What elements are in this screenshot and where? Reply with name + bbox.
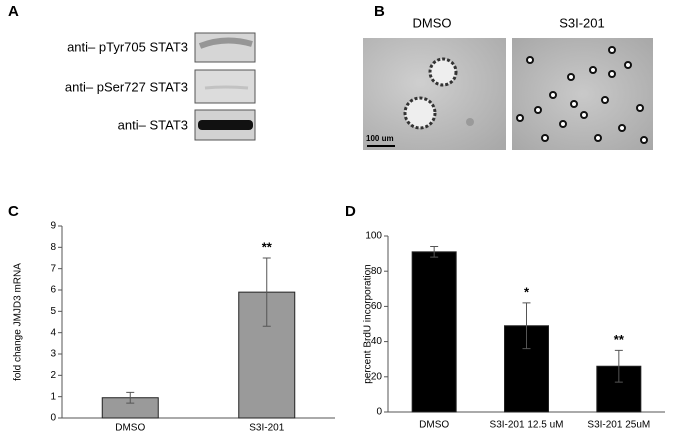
significance-label: ** [614,332,625,347]
y-axis-label: fold change JMJD3 mRNA [13,263,24,381]
panel-label: C [8,203,19,220]
blot-label: anti– STAT3 [118,117,188,132]
y-tick-label: 7 [50,263,56,274]
panel-label: B [374,3,385,20]
image-label: DMSO [413,15,452,30]
blot-label: anti– pSer727 STAT3 [65,79,188,94]
y-tick-label: 0 [376,407,382,418]
bar [411,251,457,413]
error-bar [522,302,531,350]
error-bar [430,246,439,258]
error-bar [614,349,623,383]
error-bar [126,391,135,404]
y-tick-label: 4 [50,327,56,338]
x-tick-label: DMSO [115,423,145,434]
x-tick-label: DMSO [419,420,449,431]
x-tick-label: S3I-201 12.5 uM [490,420,564,431]
y-tick-label: 100 [365,231,382,242]
panel-label: A [8,3,19,20]
y-tick-label: 5 [50,306,56,317]
y-tick-label: 80 [371,266,383,277]
scale-bar-label: 100 um [366,134,394,143]
y-tick-label: 40 [371,336,383,347]
significance-label: * [524,284,530,299]
y-tick-label: 60 [371,301,383,312]
y-tick-label: 8 [50,242,56,253]
y-tick-label: 2 [50,370,56,381]
y-tick-label: 20 [371,371,383,382]
blot-images [194,32,256,141]
micrographs: 100 um [363,38,653,150]
y-tick-label: 1 [50,391,56,402]
error-bar [262,257,271,327]
significance-label: ** [262,239,273,254]
y-axis-label: percent BrdU incorporation [363,264,374,384]
y-tick-label: 0 [50,413,56,424]
y-tick-label: 3 [50,349,56,360]
blot-label: anti– pTyr705 STAT3 [67,39,188,54]
x-tick-label: S3I-201 25uM [587,420,650,431]
y-tick-label: 9 [50,221,56,232]
panel-label: D [345,203,356,220]
y-tick-label: 6 [50,285,56,296]
image-label: S3I-201 [559,15,605,30]
x-tick-label: S3I-201 [249,423,284,434]
